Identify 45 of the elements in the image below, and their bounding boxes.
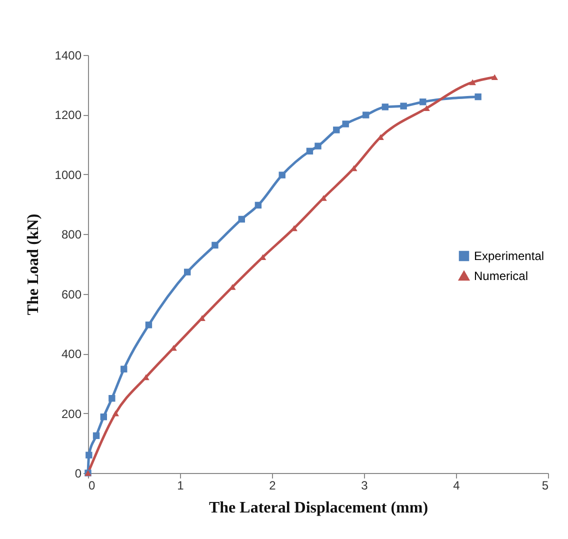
point xyxy=(491,74,498,80)
point xyxy=(350,165,358,172)
point xyxy=(314,142,322,150)
point xyxy=(420,98,426,106)
point xyxy=(342,120,349,128)
x-tick-label: 1 xyxy=(177,478,184,492)
point xyxy=(333,126,340,134)
x-tick-label: 0 xyxy=(88,478,96,492)
point xyxy=(382,104,389,110)
point xyxy=(184,268,191,276)
y-tick-label: 1200 xyxy=(54,108,82,122)
point xyxy=(400,102,407,110)
y-tick-label: 200 xyxy=(61,406,82,421)
point xyxy=(86,452,92,458)
point xyxy=(120,366,128,372)
x-tick-label: 3 xyxy=(361,478,368,492)
point xyxy=(469,79,476,86)
point xyxy=(362,112,370,118)
y-axis-title: The Load (kN) xyxy=(24,214,42,316)
point xyxy=(108,395,116,402)
point xyxy=(320,195,327,201)
y-tick-label: 600 xyxy=(61,287,82,302)
point xyxy=(474,93,482,100)
point xyxy=(92,432,100,440)
point xyxy=(238,216,245,223)
y-tick-label: 800 xyxy=(61,228,82,242)
y-tick-label: 1400 xyxy=(54,48,82,62)
x-tick-label: 2 xyxy=(269,478,276,492)
point xyxy=(306,148,314,154)
point xyxy=(112,410,119,416)
point xyxy=(278,172,286,178)
point xyxy=(212,242,218,249)
point xyxy=(100,414,107,420)
y-tick-label: 0 xyxy=(74,466,82,480)
y-tick-label: 400 xyxy=(61,347,82,362)
x-axis-title: The Lateral Displacement (mm) xyxy=(208,500,428,516)
point xyxy=(145,322,152,328)
x-tick-label: 5 xyxy=(542,478,549,492)
y-tick-label: 1000 xyxy=(54,168,82,182)
point xyxy=(423,105,430,112)
x-tick-label: 4 xyxy=(453,478,460,492)
point xyxy=(254,202,262,209)
point xyxy=(142,374,150,380)
legend-label: Experimental xyxy=(474,249,544,263)
legend-label: Numerical xyxy=(474,269,528,283)
